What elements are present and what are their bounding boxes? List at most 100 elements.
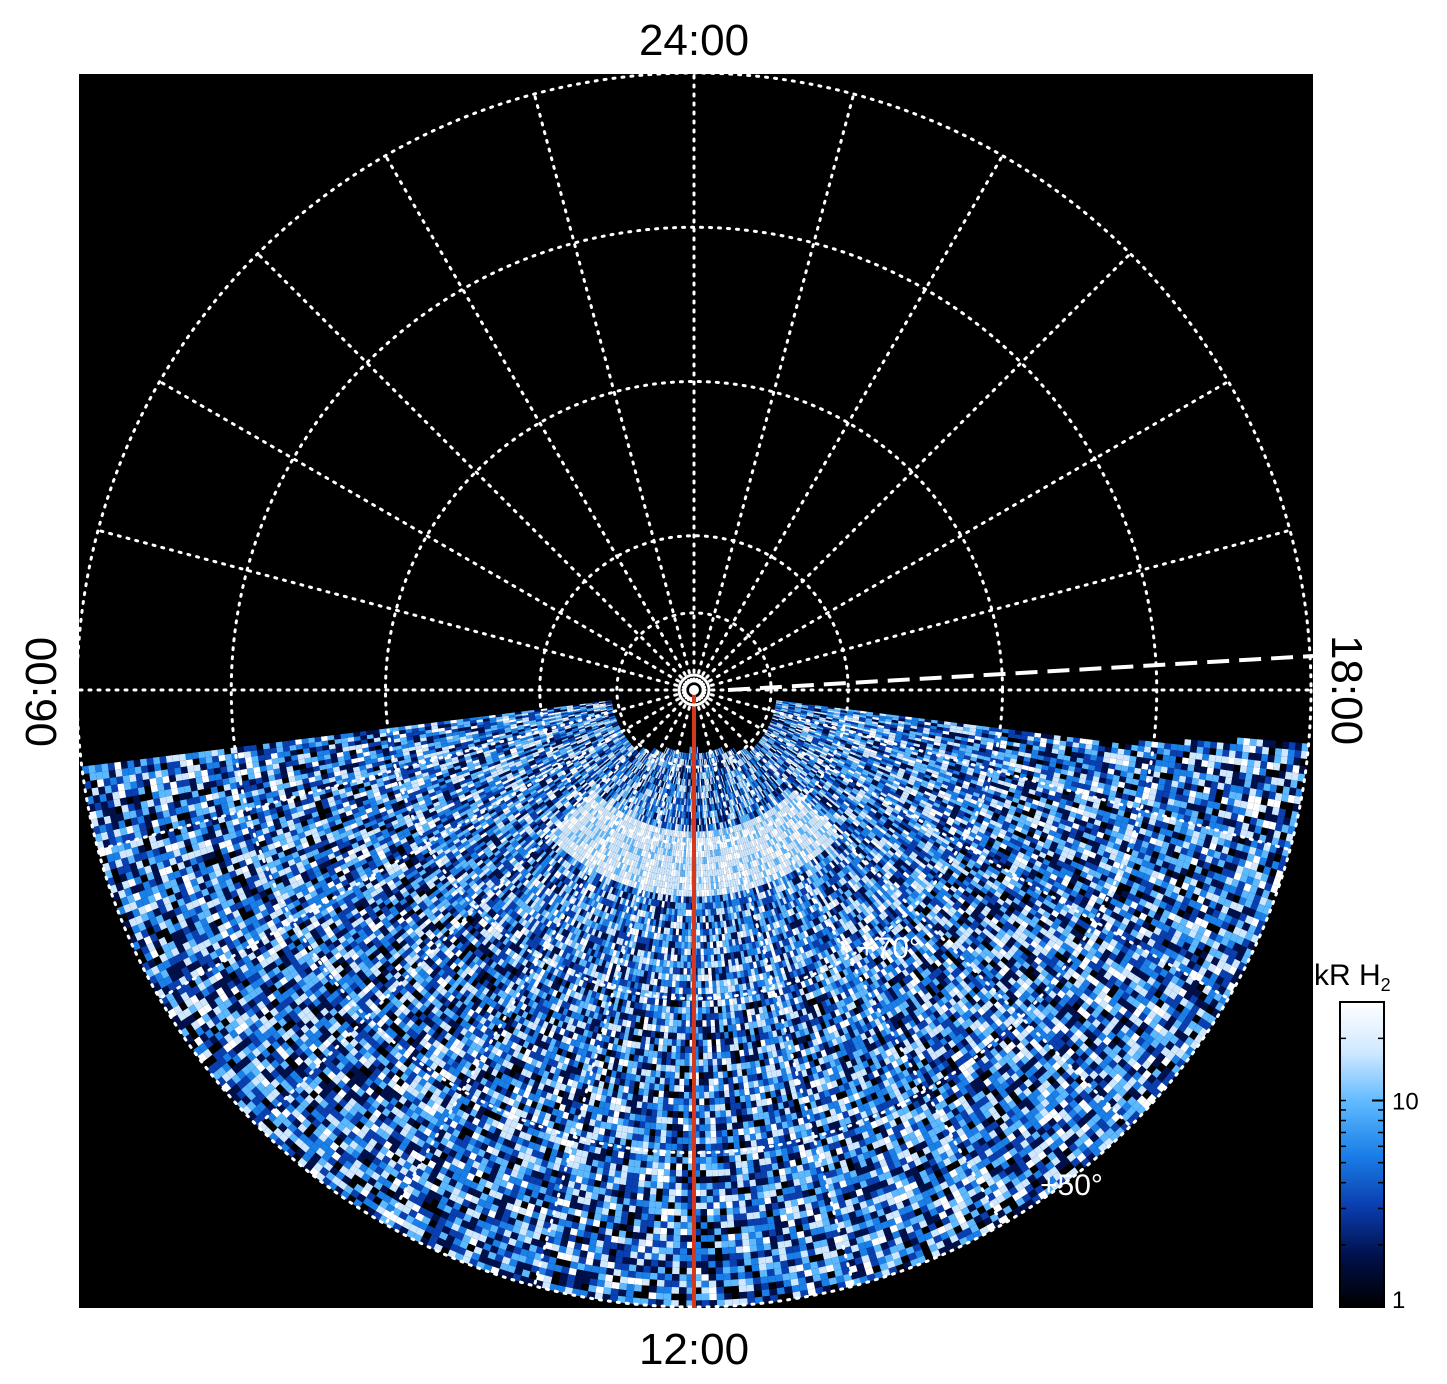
emission-cell bbox=[688, 831, 691, 838]
emission-cell bbox=[688, 896, 692, 904]
emission-cell bbox=[656, 765, 660, 772]
emission-cell bbox=[776, 724, 783, 729]
emission-cell bbox=[696, 805, 699, 812]
emission-cell bbox=[767, 726, 775, 731]
emission-cell bbox=[671, 750, 675, 757]
emission-cell bbox=[620, 737, 627, 743]
emission-cell bbox=[733, 747, 738, 754]
emission-cell bbox=[696, 864, 699, 871]
emission-cell bbox=[781, 709, 788, 713]
emission-cell bbox=[707, 771, 710, 779]
emission-cell bbox=[653, 763, 658, 771]
emission-cell bbox=[711, 750, 715, 758]
emission-cell bbox=[688, 825, 691, 832]
emission-cell bbox=[702, 759, 705, 766]
emission-cell bbox=[687, 759, 689, 767]
emission-cell bbox=[696, 870, 699, 878]
emission-cell bbox=[679, 765, 682, 772]
emission-cell bbox=[769, 723, 776, 727]
emission-cell bbox=[608, 713, 615, 717]
emission-cell bbox=[621, 738, 628, 744]
emission-cell bbox=[696, 759, 698, 767]
emission-cell bbox=[772, 732, 779, 737]
emission-cell bbox=[706, 889, 710, 897]
emission-cell bbox=[712, 750, 716, 757]
emission-cell bbox=[689, 851, 692, 858]
emission-cell bbox=[677, 771, 680, 779]
emission-cell bbox=[675, 771, 678, 778]
emission-cell bbox=[697, 831, 700, 838]
emission-cell bbox=[773, 730, 780, 735]
emission-cell bbox=[607, 710, 614, 714]
emission-cell bbox=[650, 747, 656, 754]
emission-cell bbox=[704, 752, 707, 759]
emission-cell bbox=[740, 749, 746, 756]
emission-cell bbox=[698, 759, 700, 767]
emission-cell bbox=[746, 753, 752, 760]
emission-cell bbox=[684, 883, 687, 890]
emission-cell bbox=[605, 704, 613, 707]
emission-cell bbox=[641, 757, 647, 764]
emission-cell bbox=[651, 748, 657, 755]
emission-cell bbox=[689, 877, 692, 884]
emission-cell bbox=[688, 759, 690, 767]
emission-cell bbox=[701, 889, 705, 897]
emission-cell bbox=[775, 703, 783, 706]
emission-cell bbox=[714, 749, 718, 756]
emission-cell bbox=[612, 724, 619, 728]
emission-cell bbox=[696, 746, 698, 754]
emission-cell bbox=[697, 753, 699, 760]
emission-cell bbox=[745, 754, 751, 760]
emission-cell bbox=[773, 712, 781, 716]
emission-cell bbox=[774, 709, 781, 713]
emission-cell bbox=[729, 764, 733, 772]
emission-cell bbox=[727, 758, 731, 765]
emission-cell bbox=[624, 741, 630, 747]
emission-cell bbox=[682, 759, 685, 766]
emission-cell bbox=[708, 751, 711, 759]
emission-cell bbox=[607, 712, 615, 716]
emission-cell bbox=[660, 753, 665, 760]
emission-cell bbox=[775, 704, 783, 707]
emission-cell bbox=[720, 747, 725, 754]
emission-cell bbox=[652, 763, 657, 770]
emission-cell bbox=[681, 876, 685, 884]
emission-cell bbox=[773, 711, 781, 715]
emission-cell bbox=[713, 750, 717, 757]
emission-cell bbox=[607, 711, 615, 715]
emission-cell bbox=[655, 757, 660, 764]
emission-cell bbox=[634, 752, 640, 758]
emission-cell bbox=[720, 754, 724, 761]
emission-cell bbox=[683, 889, 687, 897]
emission-cell bbox=[639, 747, 645, 753]
emission-cell bbox=[689, 870, 692, 878]
emission-cell bbox=[687, 753, 689, 760]
emission-cell bbox=[762, 736, 768, 742]
emission-cell bbox=[774, 728, 781, 733]
emission-cell bbox=[760, 738, 767, 744]
emission-cell bbox=[706, 883, 709, 890]
emission-cell bbox=[622, 739, 628, 744]
emission-cell bbox=[717, 748, 721, 756]
emission-cell bbox=[612, 725, 620, 729]
emission-cell bbox=[728, 758, 732, 765]
emission-cell bbox=[777, 721, 784, 726]
emission-cell bbox=[718, 748, 722, 755]
emission-cell bbox=[663, 754, 667, 761]
emission-cell bbox=[655, 764, 659, 772]
emission-cell bbox=[605, 703, 613, 706]
emission-cell bbox=[682, 772, 685, 779]
emission-cell bbox=[671, 770, 675, 777]
emission-cell bbox=[640, 756, 645, 762]
emission-cell bbox=[695, 838, 698, 845]
emission-cell bbox=[686, 890, 689, 897]
emission-cell bbox=[689, 883, 692, 891]
emission-cell bbox=[782, 701, 790, 704]
emission-cell bbox=[725, 751, 730, 758]
emission-cell bbox=[775, 702, 783, 705]
emission-cell bbox=[728, 765, 732, 772]
emission-cell bbox=[609, 716, 616, 720]
emission-cell bbox=[742, 748, 748, 755]
emission-cell bbox=[695, 844, 698, 852]
emission-cell bbox=[753, 747, 759, 753]
